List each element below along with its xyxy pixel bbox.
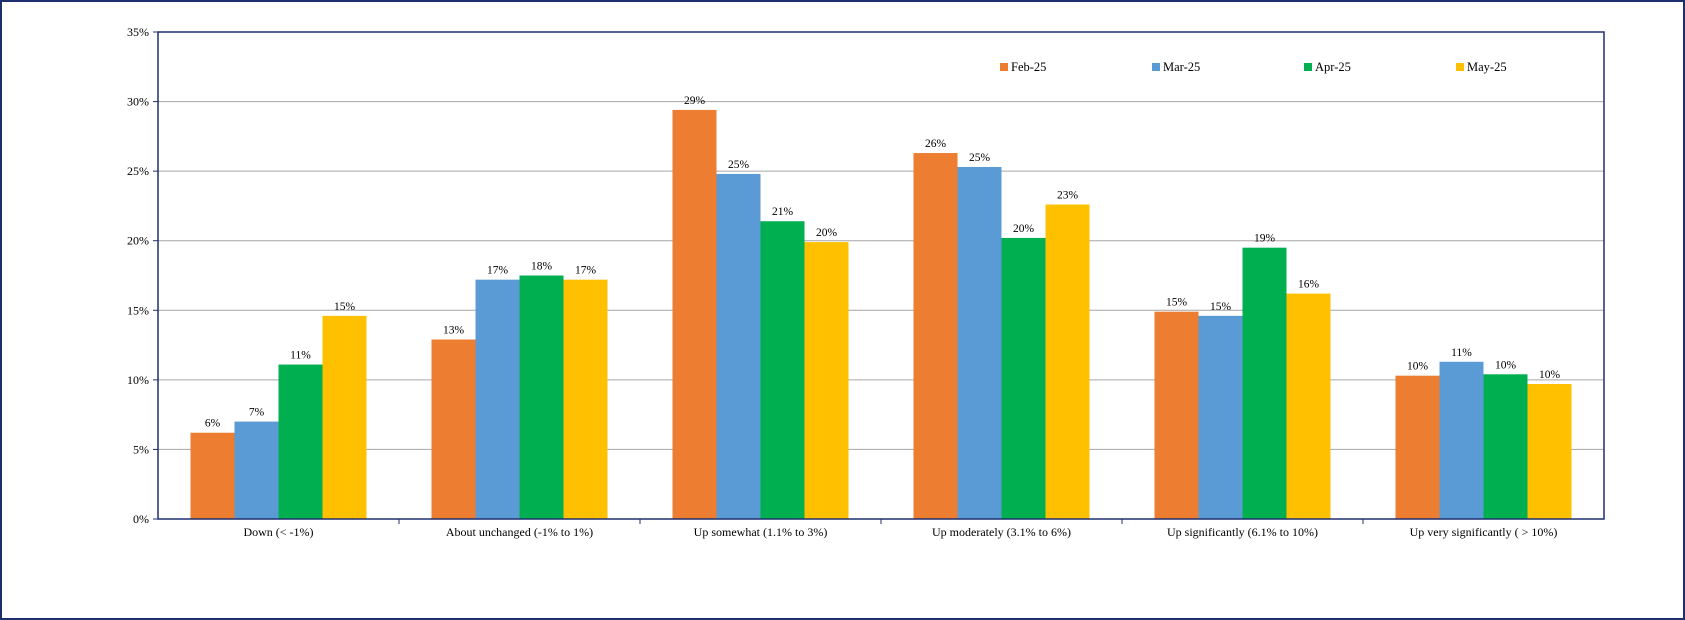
- data-label: 19%: [1254, 233, 1276, 245]
- legend-swatch-feb-25: [1000, 63, 1008, 71]
- bar-may-25-2: [804, 242, 849, 519]
- data-label: 25%: [728, 159, 750, 171]
- data-label: 17%: [575, 265, 597, 277]
- legend-swatch-apr-25: [1304, 63, 1312, 71]
- data-label: 26%: [925, 138, 947, 150]
- y-tick-label: 20%: [127, 234, 149, 248]
- y-tick-label: 0%: [133, 512, 149, 526]
- bar-mar-25-5: [1439, 361, 1484, 519]
- bar-mar-25-3: [957, 166, 1002, 519]
- data-label: 10%: [1495, 359, 1517, 371]
- data-label: 15%: [334, 301, 356, 313]
- data-label: 23%: [1057, 190, 1079, 202]
- data-label: 13%: [443, 325, 465, 337]
- data-label: 15%: [1210, 301, 1232, 313]
- data-label: 10%: [1407, 361, 1429, 373]
- x-category-label: Up significantly (6.1% to 10%): [1167, 525, 1318, 539]
- bar-mar-25-2: [716, 173, 761, 519]
- y-tick-label: 35%: [127, 25, 149, 39]
- data-labels: 6% 7% 11% 15% 13% 17% 18% 17% 29% 25% 21% 20% 26% 25%…: [205, 95, 1561, 430]
- y-tick-label: 30%: [127, 95, 149, 109]
- legend-label: Mar-25: [1163, 60, 1200, 74]
- bar-may-25-1: [563, 279, 608, 519]
- bar-feb-25-5: [1395, 375, 1440, 519]
- data-label: 29%: [684, 95, 706, 107]
- data-label: 25%: [969, 152, 991, 164]
- gridlines: [158, 31, 1604, 450]
- bar-apr-25-2: [760, 221, 805, 519]
- data-label: 20%: [816, 227, 838, 239]
- bar-feb-25-1: [431, 339, 476, 519]
- data-label: 11%: [1451, 347, 1472, 359]
- x-category-label: About unchanged (-1% to 1%): [446, 525, 593, 539]
- legend-label: May-25: [1467, 60, 1507, 74]
- data-label: 15%: [1166, 297, 1188, 309]
- bar-apr-25-3: [1001, 237, 1046, 519]
- bar-feb-25-0: [190, 432, 235, 519]
- data-label: 18%: [531, 261, 553, 273]
- bar-feb-25-3: [913, 153, 958, 519]
- x-category-label: Up very significantly ( > 10%): [1410, 525, 1558, 539]
- legend-label: Apr-25: [1315, 60, 1351, 74]
- data-label: 10%: [1539, 369, 1561, 381]
- bar-mar-25-1: [475, 279, 520, 519]
- axes: 0% 5% 10% 15% 20% 25% 30% 35% Down (< -1%) About …: [127, 25, 1605, 539]
- legend: Feb-25 Mar-25 Apr-25 May-25: [1000, 60, 1507, 74]
- legend-swatch-may-25: [1456, 63, 1464, 71]
- bars: [190, 109, 1572, 520]
- bar-feb-25-4: [1154, 311, 1199, 519]
- y-tick-label: 5%: [133, 442, 149, 456]
- y-tick-label: 25%: [127, 164, 149, 178]
- plot-area-border: [157, 31, 1605, 520]
- legend-swatch-mar-25: [1152, 63, 1160, 71]
- legend-label: Feb-25: [1011, 60, 1046, 74]
- data-label: 16%: [1298, 279, 1320, 291]
- bar-mar-25-0: [234, 421, 279, 519]
- y-tick-label: 10%: [127, 373, 149, 387]
- data-label: 11%: [290, 350, 311, 362]
- bar-feb-25-2: [672, 109, 717, 520]
- bar-may-25-0: [322, 315, 367, 519]
- data-label: 20%: [1013, 223, 1035, 235]
- bar-mar-25-4: [1198, 315, 1243, 519]
- data-label: 17%: [487, 265, 509, 277]
- y-tick-label: 15%: [127, 303, 149, 317]
- x-category-label: Up somewhat (1.1% to 3%): [694, 525, 828, 539]
- data-label: 21%: [772, 206, 794, 218]
- x-category-label: Down (< -1%): [243, 525, 313, 539]
- bar-may-25-3: [1045, 204, 1090, 519]
- bar-may-25-4: [1286, 293, 1331, 519]
- bar-apr-25-5: [1483, 374, 1528, 519]
- bar-may-25-5: [1527, 384, 1572, 519]
- bar-apr-25-0: [278, 364, 323, 519]
- bar-apr-25-1: [519, 275, 564, 519]
- data-label: 6%: [205, 418, 221, 430]
- data-label: 7%: [249, 407, 265, 419]
- x-category-label: Up moderately (3.1% to 6%): [932, 525, 1071, 539]
- bar-apr-25-4: [1242, 247, 1287, 519]
